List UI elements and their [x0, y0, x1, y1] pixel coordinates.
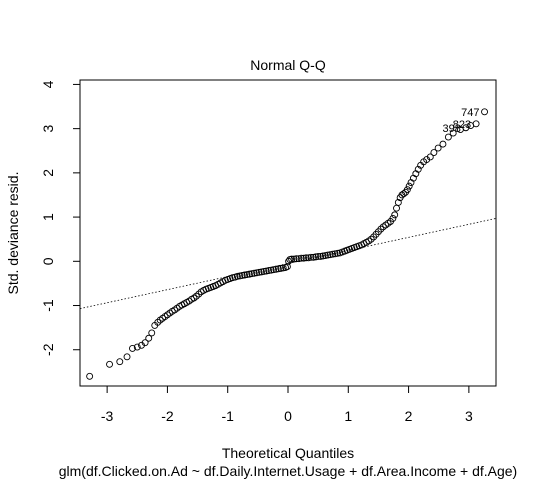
x-tick-label: 0 [284, 408, 292, 424]
y-axis-label: Std. deviance resid. [5, 172, 21, 295]
data-point [440, 141, 446, 147]
x-axis-label: Theoretical Quantiles [222, 445, 354, 461]
plot-frame [80, 80, 496, 386]
data-point [473, 121, 479, 127]
y-tick-label: 2 [40, 169, 56, 177]
y-tick-label: 3 [40, 125, 56, 133]
y-tick-label: 0 [40, 257, 56, 265]
y-axis: -2 -1 0 1 2 3 4 [40, 80, 80, 356]
y-tick-label: 1 [40, 213, 56, 221]
x-tick-label: -2 [161, 408, 174, 424]
data-point [394, 205, 400, 211]
data-point [107, 361, 113, 367]
data-point [482, 109, 488, 115]
x-tick-label: -1 [221, 408, 234, 424]
data-point [124, 354, 130, 360]
y-tick-label: -1 [40, 299, 56, 312]
x-tick-label: 2 [405, 408, 413, 424]
chart-title: Normal Q-Q [250, 57, 326, 73]
x-tick-label: 3 [465, 408, 473, 424]
model-formula-subtitle: glm(df.Clicked.on.Ad ~ df.Daily.Internet… [59, 463, 517, 479]
data-point [406, 183, 412, 189]
point-label: 398 [442, 123, 460, 135]
data-point [87, 373, 93, 379]
x-axis: -3 -2 -1 0 1 2 3 [101, 386, 473, 424]
x-tick-label: 1 [344, 408, 352, 424]
data-point [149, 330, 155, 336]
data-point [392, 212, 398, 218]
data-point [117, 359, 123, 365]
y-tick-label: 4 [40, 80, 56, 88]
y-tick-label: -2 [40, 343, 56, 356]
data-points [87, 109, 488, 379]
x-tick-label: -3 [101, 408, 114, 424]
point-label: 747 [461, 107, 479, 119]
